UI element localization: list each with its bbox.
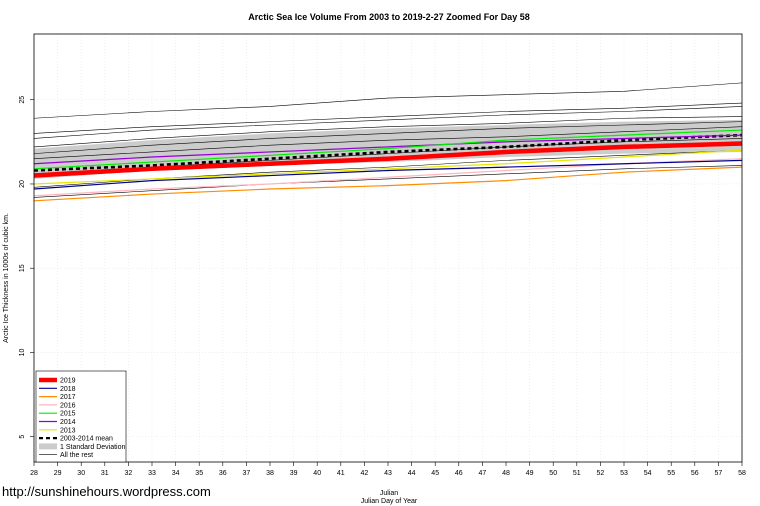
series-line-2013 [33, 149, 743, 185]
y-tick-label: 15 [19, 264, 26, 272]
x-tick-label: 53 [620, 470, 628, 477]
x-tick-label: 28 [30, 470, 38, 477]
x-tick-label: 44 [408, 470, 416, 477]
series-line-2014 [33, 134, 743, 165]
x-axis-ticks: 28 29 30 31 32 33 34 35 36 37 38 39 40 41 42 43 44 45 46 47… [30, 462, 746, 477]
x-tick-label: 58 [738, 470, 746, 477]
series-line-2019 [33, 141, 743, 178]
x-tick-label: 37 [243, 470, 251, 477]
series-line-other-year [33, 121, 743, 154]
x-tick-label: 50 [549, 470, 557, 477]
x-tick-label: 52 [597, 470, 605, 477]
x-tick-label: 55 [667, 470, 675, 477]
y-tick-label: 5 [19, 435, 26, 439]
legend-label: 2014 [60, 419, 76, 426]
x-tick-label: 47 [479, 470, 487, 477]
x-tick-label: 31 [101, 470, 109, 477]
x-axis-label: Julian [380, 490, 398, 497]
series-line-other-year [33, 165, 743, 198]
x-tick-label: 57 [715, 470, 723, 477]
x-tick-label: 35 [195, 470, 203, 477]
y-axis-label: Arctic Ice Thickness in 1000s of cubic k… [3, 213, 10, 343]
x-tick-label: 54 [644, 470, 652, 477]
legend-label: All the rest [60, 452, 93, 459]
series-line-other-year [33, 126, 743, 159]
x-tick-label: 33 [148, 470, 156, 477]
x-tick-label: 48 [502, 470, 510, 477]
legend-label: 2019 [60, 378, 76, 385]
legend-label: 2015 [60, 411, 76, 418]
x-tick-label: 40 [313, 470, 321, 477]
series-layer [33, 82, 743, 202]
x-tick-label: 41 [337, 470, 345, 477]
y-tick-label: 25 [19, 96, 26, 104]
x-tick-label: 36 [219, 470, 227, 477]
x-tick-label: 56 [691, 470, 699, 477]
x-axis-sublabel: Julian Day of Year [361, 498, 418, 505]
series-line-other-year [33, 102, 743, 134]
legend-label: 2013 [60, 427, 76, 434]
x-tick-label: 43 [384, 470, 392, 477]
y-tick-label: 20 [19, 180, 26, 188]
legend-label: 2003-2014 mean [60, 436, 113, 443]
x-tick-label: 42 [361, 470, 369, 477]
x-tick-label: 29 [54, 470, 62, 477]
x-tick-label: 46 [455, 470, 463, 477]
series-line-2017 [33, 166, 743, 202]
series-line-all-the-rest [33, 82, 743, 119]
series-line-2015 [33, 129, 743, 170]
legend-label: 1 Standard Deviation [60, 444, 125, 451]
y-tick-label: 10 [19, 348, 26, 356]
series-line-other-year [33, 106, 743, 139]
legend-label: 2017 [60, 394, 76, 401]
chart-title: Arctic Sea Ice Volume From 2003 to 2019-… [248, 12, 529, 22]
credit-url: http://sunshinehours.wordpress.com [2, 484, 211, 499]
legend-label: 2016 [60, 402, 76, 409]
x-tick-label: 39 [290, 470, 298, 477]
series-line-2018 [33, 159, 743, 190]
x-tick-label: 34 [172, 470, 180, 477]
series-line-other-year [33, 116, 743, 148]
legend-swatch-band [39, 443, 57, 450]
x-tick-label: 45 [431, 470, 439, 477]
y-axis-ticks: 5 10 15 20 25 [19, 96, 34, 439]
x-tick-label: 49 [526, 470, 534, 477]
x-tick-label: 30 [77, 470, 85, 477]
legend-label: 2018 [60, 386, 76, 393]
x-tick-label: 38 [266, 470, 274, 477]
grid-lines [33, 34, 743, 462]
series-line-2003-2014-mean [33, 133, 743, 172]
x-tick-label: 51 [573, 470, 581, 477]
x-tick-label: 32 [125, 470, 133, 477]
